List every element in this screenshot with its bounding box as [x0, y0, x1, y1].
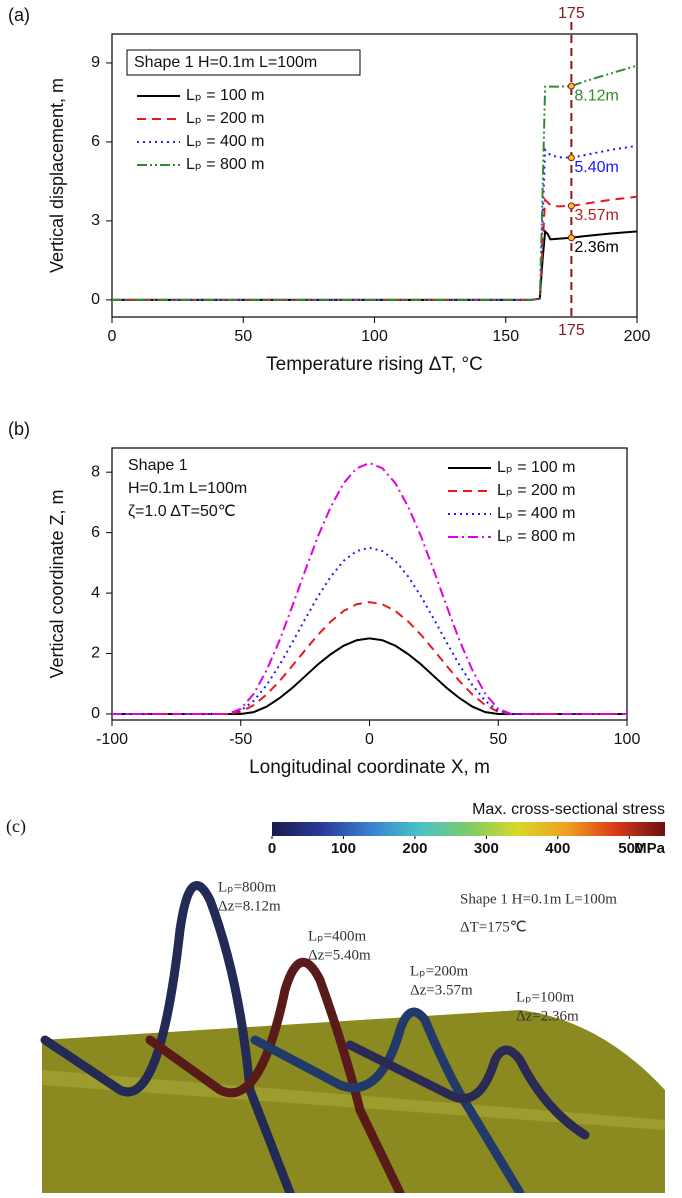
- y-tick-label: 2: [91, 645, 100, 662]
- y-tick-label: 6: [91, 133, 100, 150]
- series-line: [112, 144, 638, 301]
- series-line: [112, 637, 627, 715]
- colorbar-tick-label: 400: [545, 840, 570, 857]
- value-point: [567, 82, 575, 90]
- x-tick-label: 0: [108, 328, 117, 345]
- colorbar-tick-label: 500: [618, 840, 643, 857]
- annotation: Shape 1 H=0.1m L=100m: [460, 891, 617, 907]
- legend-label: Lₚ = 400 m: [497, 505, 575, 522]
- annotation: Δz=8.12m: [218, 898, 281, 914]
- legend-label: Lₚ = 800 m: [186, 156, 264, 173]
- series-line: [112, 462, 627, 715]
- value-point: [567, 154, 575, 162]
- legend-label: Lₚ = 100 m: [497, 459, 575, 476]
- annotation: Lₚ=200m: [410, 963, 469, 979]
- x-tick-label: -100: [96, 731, 128, 748]
- colorbar-unit: MPa: [634, 840, 666, 857]
- value-label: 2.36m: [574, 239, 618, 256]
- series-line: [112, 546, 627, 715]
- legend-label: Lₚ = 100 m: [186, 87, 264, 104]
- series-line: [112, 229, 638, 301]
- value-point: [567, 234, 575, 242]
- x-tick-label: 50: [234, 328, 252, 345]
- annotation: ΔT=175℃: [460, 919, 527, 935]
- y-axis-label: Vertical coordinate Z, m: [47, 489, 67, 678]
- colorbar-title: Max. cross-sectional stress: [472, 801, 665, 818]
- panel-label: (a): [8, 5, 30, 25]
- series-line: [112, 195, 638, 301]
- panel-label: (c): [6, 816, 26, 837]
- x-tick-label: -50: [229, 731, 252, 748]
- value-label: 3.57m: [574, 207, 618, 224]
- reference-label: 175: [558, 5, 585, 22]
- x-axis-label: Longitudinal coordinate X, m: [249, 757, 490, 778]
- legend-label: Lₚ = 400 m: [186, 133, 264, 150]
- pipes: [40, 881, 590, 1198]
- annotation: Lₚ=800m: [218, 879, 277, 895]
- annotation: H=0.1m L=100m: [128, 480, 247, 497]
- annotation: Δz=3.57m: [410, 982, 473, 998]
- colorbar-tick-label: 300: [474, 840, 499, 857]
- annotation: ζ=1.0 ΔT=50℃: [128, 503, 236, 520]
- colorbar-tick-label: 0: [268, 840, 276, 857]
- legend-title-box: [126, 49, 361, 76]
- value-point: [567, 202, 575, 210]
- annotation: Δz=5.40m: [308, 947, 371, 963]
- plot-frame: [111, 33, 638, 318]
- y-tick-label: 0: [91, 705, 100, 722]
- x-axis-label: Temperature rising ΔT, °C: [266, 354, 483, 375]
- legend-label: Lₚ = 200 m: [497, 482, 575, 499]
- x-tick-label: 100: [614, 731, 641, 748]
- y-tick-label: 4: [91, 584, 100, 601]
- colorbar: [272, 822, 665, 836]
- y-tick-label: 9: [91, 54, 100, 71]
- x-tick-label: 200: [624, 328, 651, 345]
- x-tick-label: 50: [489, 731, 507, 748]
- value-label: 8.12m: [574, 87, 618, 104]
- panel-label: (b): [8, 419, 30, 439]
- rendering: [40, 881, 665, 1198]
- x-tick-label: 0: [365, 731, 374, 748]
- annotation: Δz=2.36m: [516, 1008, 579, 1024]
- x-tick-label: 150: [492, 328, 519, 345]
- reference-label: 175: [558, 322, 585, 339]
- y-tick-label: 8: [91, 463, 100, 480]
- annotation: Shape 1: [128, 457, 188, 474]
- series-line: [112, 601, 627, 715]
- value-label: 5.40m: [574, 159, 618, 176]
- annotation: Lₚ=400m: [308, 928, 367, 944]
- y-tick-label: 6: [91, 524, 100, 541]
- y-tick-label: 3: [91, 212, 100, 229]
- colorbar-tick-label: 100: [331, 840, 356, 857]
- y-axis-label: Vertical displacement, m: [47, 78, 67, 273]
- annotation: Lₚ=100m: [516, 989, 575, 1005]
- x-tick-label: 100: [361, 328, 388, 345]
- legend-label: Lₚ = 200 m: [186, 110, 264, 127]
- y-tick-label: 0: [91, 291, 100, 308]
- legend-label: Lₚ = 800 m: [497, 528, 575, 545]
- colorbar-tick-label: 200: [402, 840, 427, 857]
- legend-title: Shape 1 H=0.1m L=100m: [134, 54, 317, 71]
